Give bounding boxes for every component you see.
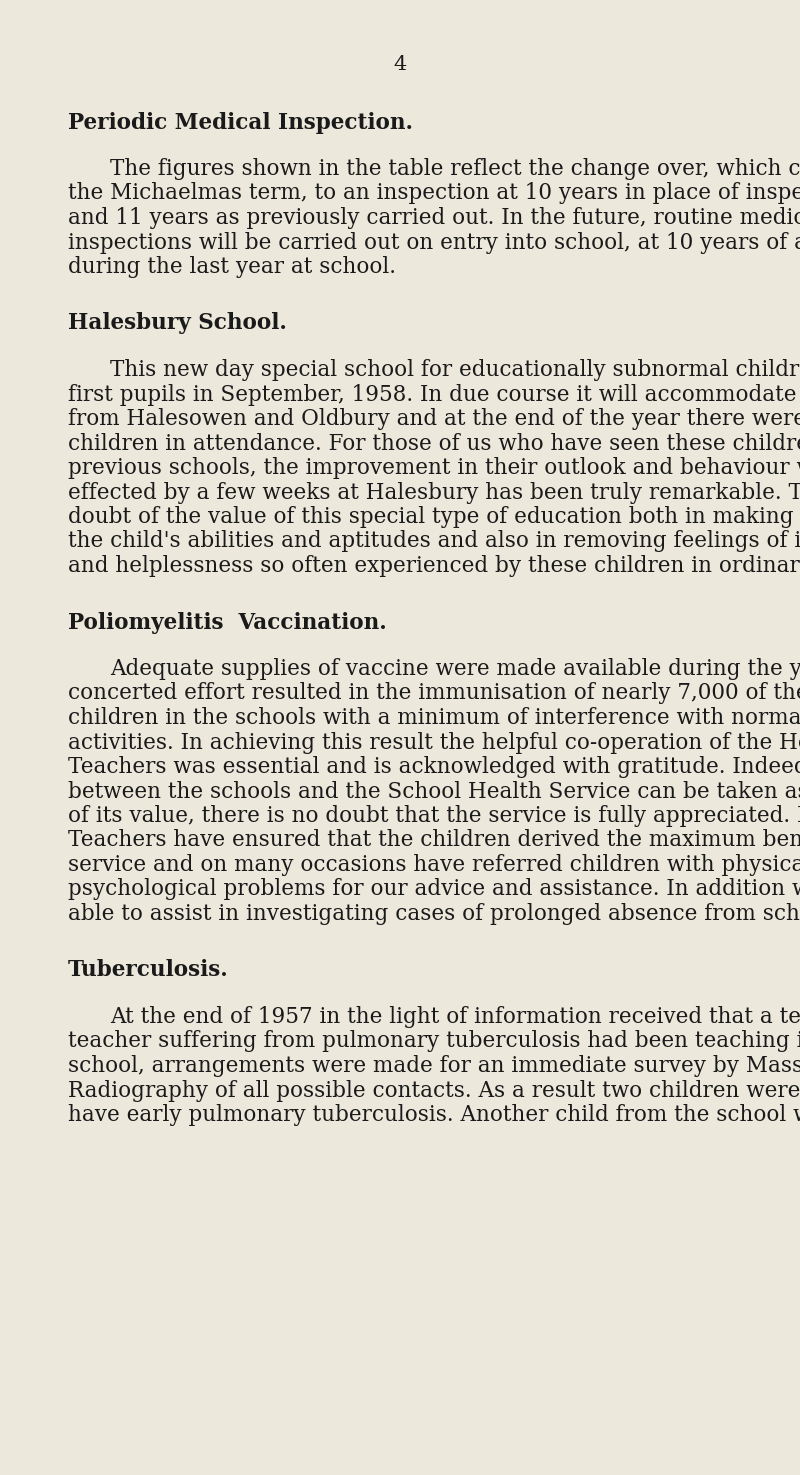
Text: Teachers was essential and is acknowledged with gratitude. Indeed, if relations: Teachers was essential and is acknowledg… (68, 757, 800, 777)
Text: The figures shown in the table reflect the change over, which commenced in: The figures shown in the table reflect t… (110, 158, 800, 180)
Text: able to assist in investigating cases of prolonged absence from school.: able to assist in investigating cases of… (68, 903, 800, 925)
Text: Poliomyelitis  Vaccination.: Poliomyelitis Vaccination. (68, 612, 386, 633)
Text: children in attendance. For those of us who have seen these children at their: children in attendance. For those of us … (68, 432, 800, 454)
Text: of its value, there is no doubt that the service is fully appreciated. Head: of its value, there is no doubt that the… (68, 805, 800, 827)
Text: children in the schools with a minimum of interference with normal school: children in the schools with a minimum o… (68, 707, 800, 729)
Text: Radiography of all possible contacts. As a result two children were discovered t: Radiography of all possible contacts. As… (68, 1080, 800, 1102)
Text: This new day special school for educationally subnormal children took in its: This new day special school for educatio… (110, 358, 800, 381)
Text: psychological problems for our advice and assistance. In addition we have been: psychological problems for our advice an… (68, 879, 800, 901)
Text: activities. In achieving this result the helpful co-operation of the Head: activities. In achieving this result the… (68, 732, 800, 754)
Text: first pupils in September, 1958. In due course it will accommodate 100 children: first pupils in September, 1958. In due … (68, 384, 800, 406)
Text: 4: 4 (394, 55, 406, 74)
Text: the child's abilities and aptitudes and also in removing feelings of inferiority: the child's abilities and aptitudes and … (68, 531, 800, 553)
Text: have early pulmonary tuberculosis. Another child from the school was admitted: have early pulmonary tuberculosis. Anoth… (68, 1103, 800, 1125)
Text: and helplessness so often experienced by these children in ordinary schools.: and helplessness so often experienced by… (68, 555, 800, 577)
Text: At the end of 1957 in the light of information received that a temporary: At the end of 1957 in the light of infor… (110, 1006, 800, 1028)
Text: Halesbury School.: Halesbury School. (68, 313, 287, 335)
Text: inspections will be carried out on entry into school, at 10 years of age and: inspections will be carried out on entry… (68, 232, 800, 254)
Text: service and on many occasions have referred children with physical and: service and on many occasions have refer… (68, 854, 800, 876)
Text: and 11 years as previously carried out. In the future, routine medical: and 11 years as previously carried out. … (68, 207, 800, 229)
Text: during the last year at school.: during the last year at school. (68, 257, 396, 277)
Text: Adequate supplies of vaccine were made available during the year and a: Adequate supplies of vaccine were made a… (110, 658, 800, 680)
Text: between the schools and the School Health Service can be taken as an indication: between the schools and the School Healt… (68, 780, 800, 802)
Text: effected by a few weeks at Halesbury has been truly remarkable. There can be no: effected by a few weeks at Halesbury has… (68, 481, 800, 503)
Text: school, arrangements were made for an immediate survey by Mass Miniature: school, arrangements were made for an im… (68, 1055, 800, 1077)
Text: the Michaelmas term, to an inspection at 10 years in place of inspections at 9: the Michaelmas term, to an inspection at… (68, 183, 800, 205)
Text: Periodic Medical Inspection.: Periodic Medical Inspection. (68, 112, 413, 134)
Text: previous schools, the improvement in their outlook and behaviour which has been: previous schools, the improvement in the… (68, 457, 800, 479)
Text: teacher suffering from pulmonary tuberculosis had been teaching in a junior: teacher suffering from pulmonary tubercu… (68, 1031, 800, 1053)
Text: Tuberculosis.: Tuberculosis. (68, 960, 229, 981)
Text: Teachers have ensured that the children derived the maximum benefit from the: Teachers have ensured that the children … (68, 829, 800, 851)
Text: from Halesowen and Oldbury and at the end of the year there were 28 Oldbury: from Halesowen and Oldbury and at the en… (68, 409, 800, 431)
Text: concerted effort resulted in the immunisation of nearly 7,000 of the 8,500: concerted effort resulted in the immunis… (68, 683, 800, 705)
Text: doubt of the value of this special type of education both in making the most of: doubt of the value of this special type … (68, 506, 800, 528)
